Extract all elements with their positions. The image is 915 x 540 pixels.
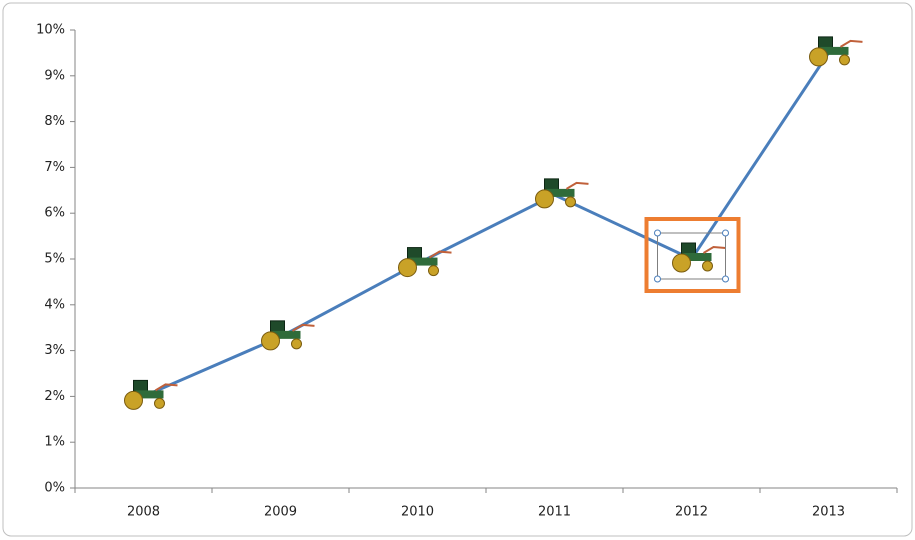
x-tick-label: 2010 [401, 505, 434, 520]
tractor-wheel [839, 54, 850, 66]
selection-box [657, 232, 726, 280]
y-tick-label: 6% [44, 206, 65, 221]
selection-handle [654, 229, 661, 237]
tractor-arm [702, 245, 726, 254]
y-tick-label: 7% [44, 160, 65, 175]
tractor-wheel [398, 258, 417, 278]
y-tick-label: 0% [44, 481, 65, 496]
y-tick-label: 5% [44, 252, 65, 267]
tractor-body [272, 330, 301, 339]
y-tick-label: 3% [44, 343, 65, 358]
tractor-body [546, 188, 575, 197]
tractor-arm [839, 39, 863, 48]
tractor-marker [535, 178, 589, 209]
tractor-marker [124, 379, 178, 410]
tractor-body [820, 46, 849, 55]
tractor-marker [809, 36, 863, 67]
y-tick-label: 9% [44, 68, 65, 83]
tractor-arm [154, 383, 178, 392]
tractor-arm [565, 181, 589, 190]
tractor-wheel [535, 189, 554, 209]
tractor-body [409, 257, 438, 266]
tractor-wheel [124, 390, 143, 410]
tractor-arm [291, 323, 315, 332]
x-tick-label: 2013 [812, 505, 845, 520]
tractor-wheel [261, 331, 280, 351]
tractor-wheel [702, 260, 713, 272]
tractor-body [683, 253, 712, 261]
tractor-body [135, 390, 164, 399]
y-tick-label: 1% [44, 435, 65, 450]
x-tick-label: 2011 [538, 505, 571, 520]
tractor-wheel [428, 265, 439, 277]
selection-handle [654, 275, 661, 283]
tractor-marker [398, 247, 452, 278]
tractor-marker [672, 242, 726, 273]
selection-handle [722, 275, 729, 283]
y-tick-label: 2% [44, 389, 65, 404]
x-tick-label: 2012 [675, 505, 708, 520]
highlight-box [644, 217, 741, 293]
y-tick-label: 4% [44, 297, 65, 312]
x-tick-label: 2009 [264, 505, 297, 520]
tractor-wheel [672, 253, 691, 273]
y-tick-label: 10% [36, 23, 65, 38]
x-tick-label: 2008 [127, 505, 160, 520]
line [142, 52, 830, 398]
y-tick-label: 8% [44, 114, 65, 129]
tractor-wheel [291, 338, 302, 350]
selection-handle [722, 229, 729, 237]
tractor-wheel [154, 397, 165, 409]
tractor-marker [261, 320, 315, 351]
tractor-arm [428, 250, 452, 259]
tractor-wheel [809, 47, 828, 67]
tractor-wheel [565, 196, 576, 208]
